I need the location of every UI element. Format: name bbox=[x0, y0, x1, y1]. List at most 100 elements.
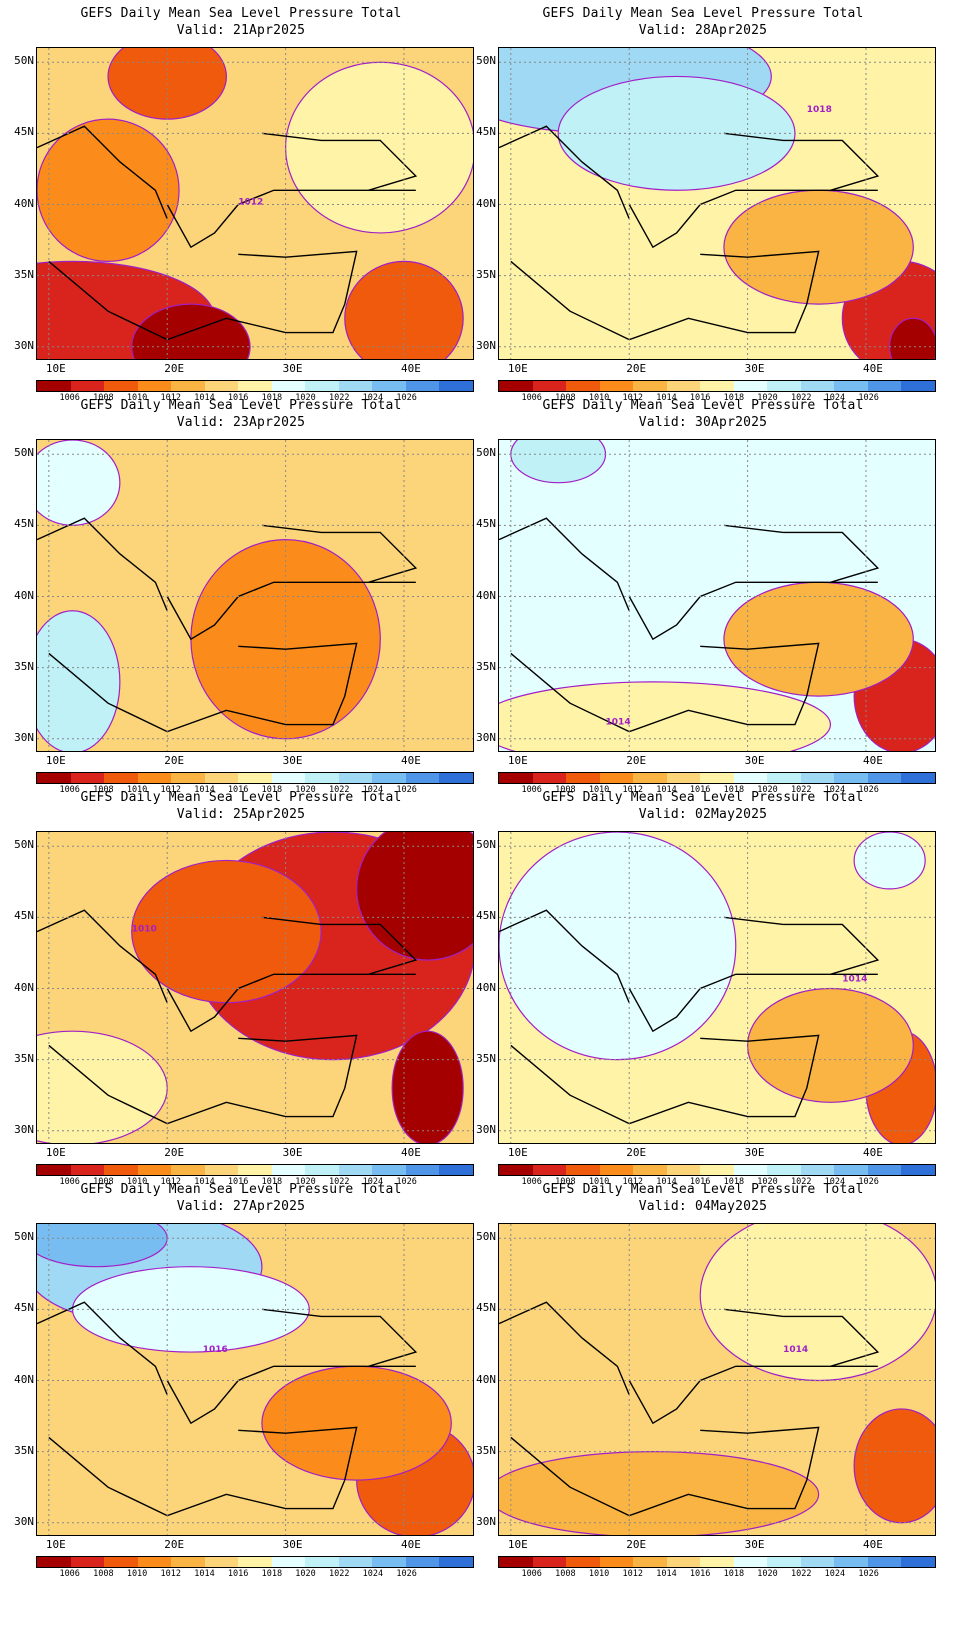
lat-tick-label: 45N bbox=[14, 125, 34, 139]
colorbar-label: 1008 bbox=[555, 393, 576, 403]
colorbar-swatch bbox=[666, 1557, 701, 1567]
colorbar-swatch bbox=[238, 381, 272, 391]
map-panel: GEFS Daily Mean Sea Level Pressure Total… bbox=[0, 1176, 482, 1586]
pressure-region bbox=[344, 260, 464, 359]
colorbar-label: 1006 bbox=[59, 785, 80, 795]
lon-tick-label: 40E bbox=[400, 754, 421, 767]
colorbar-label: 1026 bbox=[858, 1177, 879, 1187]
lat-tick-label: 40N bbox=[476, 196, 496, 210]
colorbar-swatch bbox=[800, 381, 835, 391]
colorbar-swatch bbox=[70, 1557, 105, 1567]
colorbar-swatch bbox=[566, 381, 600, 391]
colorbar-label: 1008 bbox=[93, 785, 114, 795]
lon-tick-label: 30E bbox=[744, 1146, 765, 1159]
colorbar-label: 1024 bbox=[362, 393, 384, 403]
map-panel: GEFS Daily Mean Sea Level Pressure Total… bbox=[0, 784, 482, 1194]
colorbar-label: 1006 bbox=[521, 1569, 542, 1579]
lat-tick-label: 50N bbox=[14, 54, 34, 68]
colorbar-label: 1008 bbox=[93, 1177, 114, 1187]
pressure-region bbox=[37, 610, 121, 751]
colorbar-swatch bbox=[867, 773, 902, 783]
lat-tick-label: 30N bbox=[14, 1514, 34, 1528]
lon-tick-label: 20E bbox=[626, 754, 647, 767]
colorbar-label: 1010 bbox=[588, 393, 610, 403]
colorbar-label: 1020 bbox=[295, 393, 316, 403]
lon-tick-label: 40E bbox=[862, 754, 883, 767]
colorbar-swatch bbox=[666, 773, 701, 783]
colorbar-label: 1024 bbox=[824, 393, 846, 403]
contour-label: 1014 bbox=[842, 974, 867, 984]
colorbar-swatch bbox=[499, 1165, 533, 1175]
colorbar-swatch bbox=[599, 381, 634, 391]
colorbar-swatch bbox=[633, 381, 667, 391]
colorbar-swatch bbox=[633, 1165, 667, 1175]
colorbar-label: 1010 bbox=[588, 785, 610, 795]
colorbar-swatch bbox=[532, 773, 567, 783]
pressure-region bbox=[853, 832, 926, 890]
lat-tick-label: 50N bbox=[476, 1230, 496, 1244]
lat-tick-label: 45N bbox=[14, 1301, 34, 1315]
colorbar-label: 1024 bbox=[362, 1177, 384, 1187]
colorbar-swatch bbox=[338, 773, 373, 783]
pressure-region bbox=[261, 1365, 452, 1481]
lat-tick-label: 50N bbox=[14, 1230, 34, 1244]
colorbar-swatch bbox=[666, 381, 701, 391]
colorbar-label: 1026 bbox=[396, 1177, 417, 1187]
lat-tick-label: 40N bbox=[14, 588, 34, 602]
colorbar-label: 1006 bbox=[59, 1569, 80, 1579]
title-line: GEFS Daily Mean Sea Level Pressure Total bbox=[542, 1182, 864, 1197]
pressure-region bbox=[499, 1451, 820, 1535]
colorbar-swatch bbox=[700, 1557, 734, 1567]
colorbar-label: 1020 bbox=[757, 785, 778, 795]
lon-tick-label: 10E bbox=[507, 754, 528, 767]
colorbar-label: 1014 bbox=[656, 1569, 677, 1579]
colorbar-label: 1024 bbox=[362, 1569, 384, 1579]
colorbar-label: 1006 bbox=[59, 393, 80, 403]
pressure-map: 1018 bbox=[498, 47, 936, 360]
valid-date: Valid: 28Apr2025 bbox=[638, 23, 768, 38]
panel-title: GEFS Daily Mean Sea Level Pressure Total… bbox=[462, 789, 944, 823]
colorbar-label: 1022 bbox=[328, 1177, 350, 1187]
colorbar-swatch bbox=[599, 1165, 634, 1175]
colorbar-swatch bbox=[566, 1557, 600, 1567]
colorbar-label: 1006 bbox=[521, 393, 542, 403]
lat-tick-label: 40N bbox=[476, 588, 496, 602]
colorbar-swatch bbox=[238, 1557, 272, 1567]
lon-tick-label: 20E bbox=[164, 1146, 185, 1159]
title-line: GEFS Daily Mean Sea Level Pressure Total bbox=[542, 790, 864, 805]
colorbar-swatch bbox=[901, 1557, 935, 1567]
colorbar-swatch bbox=[271, 773, 306, 783]
contour-label: 1010 bbox=[132, 925, 157, 935]
panel-title: GEFS Daily Mean Sea Level Pressure Total… bbox=[0, 397, 482, 431]
colorbar-swatch bbox=[767, 1165, 801, 1175]
colorbar-swatch bbox=[405, 773, 440, 783]
colorbar-label: 1026 bbox=[858, 1569, 879, 1579]
colorbar-swatch bbox=[204, 773, 239, 783]
colorbar-label: 1012 bbox=[160, 1177, 182, 1187]
pressure-map: 1014 bbox=[498, 439, 936, 752]
colorbar bbox=[498, 1556, 936, 1568]
colorbar-label: 1014 bbox=[194, 1569, 215, 1579]
colorbar-label: 1026 bbox=[858, 785, 879, 795]
colorbar-label: 1016 bbox=[689, 1569, 711, 1579]
colorbar-label: 1012 bbox=[160, 785, 182, 795]
colorbar-label: 1008 bbox=[555, 1177, 576, 1187]
colorbar-swatch bbox=[70, 1165, 105, 1175]
colorbar-label: 1014 bbox=[194, 1177, 215, 1187]
colorbar-swatch bbox=[37, 381, 71, 391]
lon-tick-label: 40E bbox=[862, 1538, 883, 1551]
colorbar-swatch bbox=[834, 773, 868, 783]
colorbar-swatch bbox=[338, 381, 373, 391]
lat-tick-label: 35N bbox=[476, 1443, 496, 1457]
colorbar-label: 1020 bbox=[295, 785, 316, 795]
colorbar-swatch bbox=[305, 1557, 339, 1567]
colorbar-label: 1016 bbox=[689, 393, 711, 403]
colorbar-label: 1008 bbox=[555, 1569, 576, 1579]
colorbar-swatch bbox=[405, 1557, 440, 1567]
colorbar-swatch bbox=[271, 1557, 306, 1567]
contour-label: 1016 bbox=[203, 1345, 228, 1355]
lat-tick-label: 35N bbox=[14, 1443, 34, 1457]
colorbar-swatch bbox=[800, 1165, 835, 1175]
colorbar-label: 1020 bbox=[295, 1569, 316, 1579]
pressure-region bbox=[190, 538, 381, 740]
